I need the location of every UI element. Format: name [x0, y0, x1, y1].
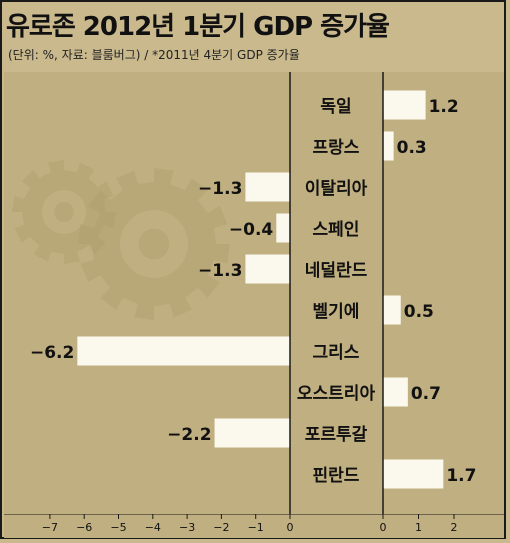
- tick-label: 1: [415, 521, 422, 534]
- data-label: 1.7: [446, 466, 476, 486]
- gear-hub: [138, 228, 170, 260]
- bar: [383, 459, 444, 489]
- bar: [383, 295, 401, 325]
- bar: [214, 418, 290, 448]
- category-label: 독일: [320, 97, 351, 117]
- bar: [245, 254, 290, 284]
- data-label: −0.4: [229, 220, 274, 240]
- data-label: −1.3: [198, 261, 242, 281]
- data-label: −2.2: [167, 425, 211, 445]
- category-label: 네덜란드: [305, 261, 368, 281]
- x-axis-ticks: −7 −6 −5 −4 −3 −2 −1 0 0 1 2: [4, 513, 504, 534]
- bar: [276, 213, 290, 243]
- tick-label: −1: [248, 521, 264, 534]
- chart-subtitle: (단위: %, 자료: 블룸버그) / *2011년 4분기 GDP 증가율: [8, 48, 300, 62]
- data-label: 1.2: [429, 97, 459, 117]
- tick-label: 0: [287, 521, 294, 534]
- category-label: 핀란드: [313, 466, 360, 486]
- tick-label: −3: [179, 521, 195, 534]
- category-label: 그리스: [313, 343, 360, 363]
- chart-title: 유로존 2012년 1분기 GDP 증가율: [6, 12, 390, 42]
- category-label: 오스트리아: [297, 384, 376, 404]
- tick-label: 2: [451, 521, 458, 534]
- chart-panel: 1.2 독일 0.3 프랑스 −1.3 이탈리아 −0.4 스페인 −1.3 네덜란드 0.5 벨기에…: [4, 72, 504, 514]
- bars-layer: [77, 90, 444, 489]
- labels-layer: 1.2 독일 0.3 프랑스 −1.3 이탈리아 −0.4 스페인 −1.3 네덜란드 0.5 벨기에…: [30, 97, 476, 486]
- category-label: 벨기에: [313, 302, 360, 322]
- tick-label: −6: [76, 521, 92, 534]
- bar: [383, 131, 394, 161]
- data-label: −1.3: [198, 179, 242, 199]
- bar: [245, 172, 290, 202]
- tick-label: −4: [145, 521, 161, 534]
- tick-label: 0: [380, 521, 387, 534]
- axis-panel: −7 −6 −5 −4 −3 −2 −1 0 0 1 2: [4, 513, 504, 538]
- tick-label: −7: [42, 521, 58, 534]
- axes-layer: [289, 72, 384, 514]
- category-label: 이탈리아: [305, 178, 368, 199]
- data-label: 0.7: [411, 384, 441, 404]
- decorative-gears: [12, 160, 230, 320]
- data-label: −6.2: [30, 343, 74, 363]
- bar: [383, 377, 408, 407]
- data-label: 0.3: [397, 138, 427, 158]
- bar: [77, 336, 290, 366]
- tick-label: −2: [213, 521, 229, 534]
- gear-hub: [54, 202, 74, 222]
- category-label: 프랑스: [313, 138, 360, 158]
- bar-chart: 1.2 독일 0.3 프랑스 −1.3 이탈리아 −0.4 스페인 −1.3 네덜란드 0.5 벨기에…: [12, 72, 476, 514]
- data-label: 0.5: [404, 302, 434, 322]
- category-label: 스페인: [313, 220, 360, 240]
- bar: [383, 90, 426, 120]
- tick-label: −5: [110, 521, 126, 534]
- category-label: 포르투갈: [305, 425, 368, 445]
